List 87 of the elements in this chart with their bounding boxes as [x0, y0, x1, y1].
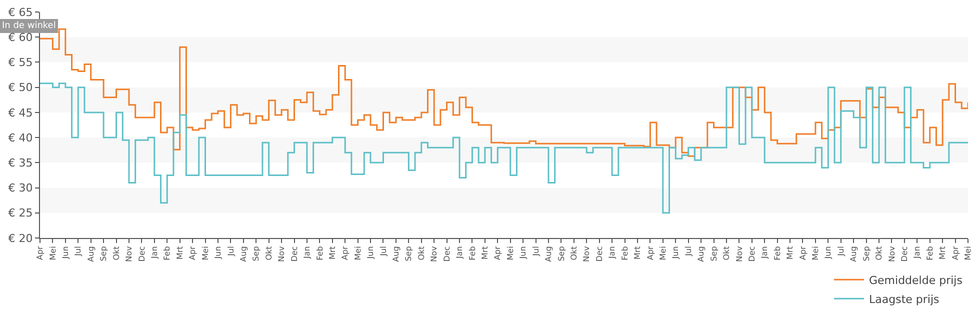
- annotation: In de winkel: [2, 21, 56, 31]
- y-tick-label: € 55: [8, 56, 33, 70]
- x-tick-label: Mei: [658, 246, 668, 260]
- x-tick-label: Dec: [594, 246, 604, 262]
- x-tick-label: Jul: [226, 246, 236, 257]
- x-tick-label: Jul: [531, 246, 540, 257]
- x-tick-label: Jan: [760, 246, 770, 260]
- x-tick-label: Feb: [468, 246, 477, 260]
- x-tick-label: Okt: [264, 246, 274, 260]
- legend-label: Laagste prijs: [869, 292, 940, 306]
- x-tick-label: Mei: [811, 246, 820, 260]
- x-tick-label: Mrt: [633, 246, 642, 260]
- x-tick-label: Feb: [315, 246, 324, 260]
- y-tick-label: € 35: [8, 156, 33, 170]
- x-tick-label: Jan: [912, 246, 922, 260]
- x-tick-label: Dec: [290, 246, 299, 262]
- x-tick-label: Aug: [239, 246, 248, 262]
- x-tick-label: Sep: [556, 246, 566, 262]
- x-tick-label: Mrt: [480, 246, 490, 260]
- x-tick-label: Jun: [824, 246, 833, 260]
- x-tick-label: Feb: [772, 246, 782, 260]
- x-tick-label: Mrt: [938, 246, 948, 260]
- x-tick-label: Aug: [544, 246, 554, 262]
- x-tick-label: Okt: [416, 246, 426, 260]
- x-tick-label: Dec: [137, 246, 146, 262]
- y-tick-label: € 20: [8, 232, 33, 245]
- x-tick-label: Jul: [378, 246, 388, 257]
- x-tick-label: Jan: [455, 246, 464, 260]
- y-tick-label: € 45: [8, 106, 33, 120]
- x-tick-label: Aug: [86, 246, 96, 262]
- x-tick-label: Jan: [150, 246, 160, 260]
- y-tick-label: € 25: [8, 206, 33, 220]
- x-tick-label: Nov: [430, 246, 439, 262]
- x-tick-label: Jun: [518, 246, 528, 260]
- y-tick-label: € 60: [8, 30, 33, 44]
- x-tick-label: Dec: [442, 246, 452, 262]
- x-tick-label: Jan: [302, 246, 312, 260]
- x-tick-label: Apr: [188, 245, 198, 260]
- x-tick-label: Mrt: [328, 246, 337, 260]
- x-tick-label: Apr: [340, 245, 350, 260]
- x-tick-label: Jun: [61, 246, 70, 260]
- x-tick-label: Mei: [200, 246, 210, 260]
- y-tick-label: € 50: [8, 81, 33, 94]
- x-tick-label: Nov: [582, 246, 592, 262]
- x-tick-label: Okt: [874, 246, 884, 260]
- x-tick-label: Sep: [99, 246, 108, 262]
- y-tick-label: € 40: [8, 131, 33, 144]
- x-tick-label: Mei: [353, 246, 362, 260]
- x-tick-label: Jul: [836, 246, 846, 257]
- x-tick-label: Apr: [950, 245, 960, 260]
- x-tick-label: Mei: [964, 246, 973, 260]
- x-tick-label: Jul: [74, 246, 83, 257]
- y-tick-label: € 30: [8, 182, 33, 195]
- x-tick-label: Sep: [252, 246, 261, 262]
- x-tick-label: Jun: [366, 246, 376, 260]
- x-tick-label: Jul: [684, 246, 693, 257]
- x-tick-label: Apr: [646, 245, 655, 260]
- x-tick-label: Jan: [608, 246, 617, 260]
- x-tick-label: Okt: [112, 246, 121, 260]
- x-tick-label: Jun: [671, 246, 680, 260]
- y-tick-label: € 65: [8, 6, 33, 19]
- x-tick-label: Nov: [277, 246, 286, 262]
- x-tick-label: Jun: [214, 246, 223, 260]
- x-tick-label: Aug: [849, 246, 858, 262]
- x-tick-label: Feb: [162, 246, 172, 260]
- x-tick-label: Dec: [747, 246, 756, 262]
- x-tick-label: Apr: [493, 245, 502, 260]
- x-tick-label: Feb: [620, 246, 630, 260]
- x-tick-label: Okt: [722, 246, 732, 260]
- x-tick-label: Mei: [506, 246, 515, 260]
- x-tick-label: Mrt: [175, 246, 184, 260]
- x-tick-label: Feb: [925, 246, 934, 260]
- x-tick-label: Nov: [124, 246, 134, 262]
- x-tick-label: Aug: [696, 246, 706, 262]
- x-tick-label: Apr: [798, 245, 808, 260]
- x-tick-label: Sep: [404, 246, 414, 262]
- x-tick-label: Mrt: [786, 246, 795, 260]
- x-tick-label: Nov: [734, 246, 744, 262]
- x-tick-label: Sep: [709, 246, 718, 262]
- x-tick-label: Sep: [862, 246, 871, 262]
- x-tick-label: Nov: [887, 246, 896, 262]
- x-tick-label: Dec: [900, 246, 910, 262]
- x-tick-label: Apr: [36, 245, 45, 260]
- x-tick-label: Okt: [570, 246, 579, 260]
- x-tick-label: Mei: [48, 246, 58, 260]
- legend-label: Gemiddelde prijs: [869, 274, 963, 287]
- x-tick-label: Aug: [392, 246, 401, 262]
